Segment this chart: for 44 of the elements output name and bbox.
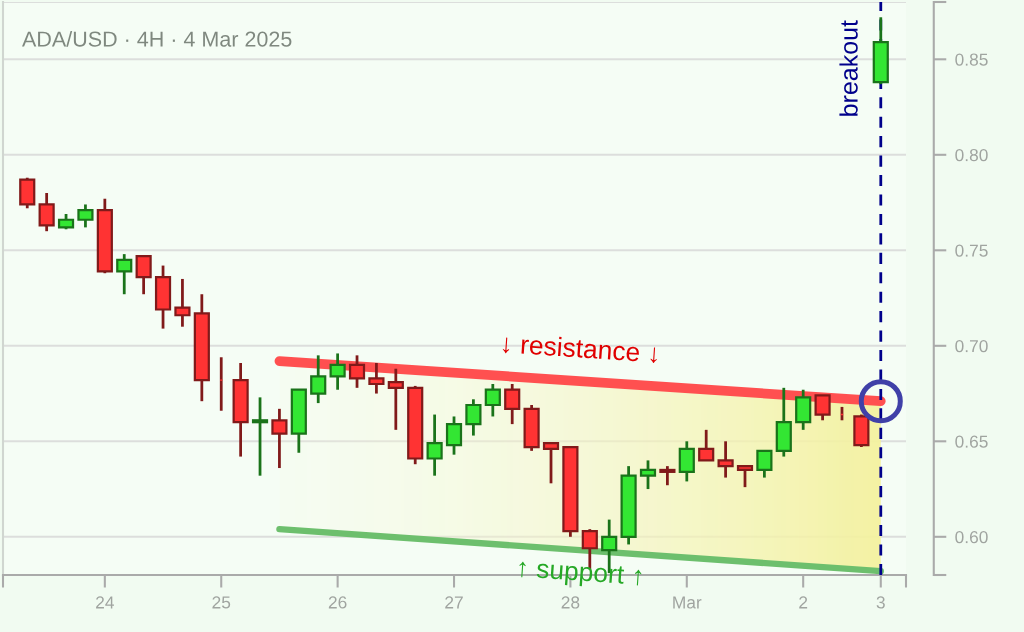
candlestick	[465, 397, 482, 437]
text: ADA/USD · 4H · 4 Mar 2025	[22, 30, 292, 47]
y-tick-label: 0.85	[955, 53, 988, 66]
x-tick-label: 28	[561, 596, 580, 609]
x-tick-label: 27	[445, 596, 463, 609]
candlestick	[348, 353, 366, 390]
candlestick	[756, 449, 773, 479]
ref-line-label: breakout	[839, 20, 858, 116]
candlestick	[251, 395, 269, 478]
candlestick	[717, 439, 734, 479]
candlestick	[116, 252, 133, 296]
candlestick	[271, 407, 288, 470]
y-tick-label: 0.65	[955, 435, 988, 448]
candlestick	[310, 353, 327, 405]
y-tick-label: 0.80	[955, 148, 988, 162]
candlestick	[387, 367, 404, 432]
candlestick	[174, 277, 191, 329]
candlestick	[329, 352, 346, 392]
candlestick	[542, 441, 560, 485]
candlestick	[678, 439, 695, 483]
series-label: ↓ resistance ↓	[502, 333, 658, 364]
x-tick-label: Mar	[673, 596, 702, 609]
y-tick-label: 0.75	[955, 244, 988, 257]
candlestick	[736, 464, 754, 489]
candlestick	[368, 361, 385, 395]
candlestick	[698, 428, 715, 462]
x-tick-label: 26	[328, 596, 347, 609]
candlestick	[135, 254, 152, 296]
x-tick-label: 3	[876, 596, 885, 609]
x-tick-label: 25	[212, 596, 231, 609]
candlestick	[639, 459, 657, 491]
candlestick	[77, 203, 94, 229]
candlestick	[38, 191, 55, 233]
candlestick	[426, 413, 443, 478]
candlestick	[445, 415, 463, 457]
y-tick-label: 0.70	[955, 339, 988, 353]
y-tick-label: 0.60	[955, 530, 988, 544]
candlestick	[814, 394, 831, 422]
x-tick-label: 2	[799, 596, 808, 609]
candlestick	[484, 382, 501, 418]
candlestick	[659, 464, 676, 487]
candlestick	[504, 382, 521, 426]
series-label: ↑ support ↑	[518, 559, 642, 591]
x-tick-label: 24	[96, 596, 114, 609]
